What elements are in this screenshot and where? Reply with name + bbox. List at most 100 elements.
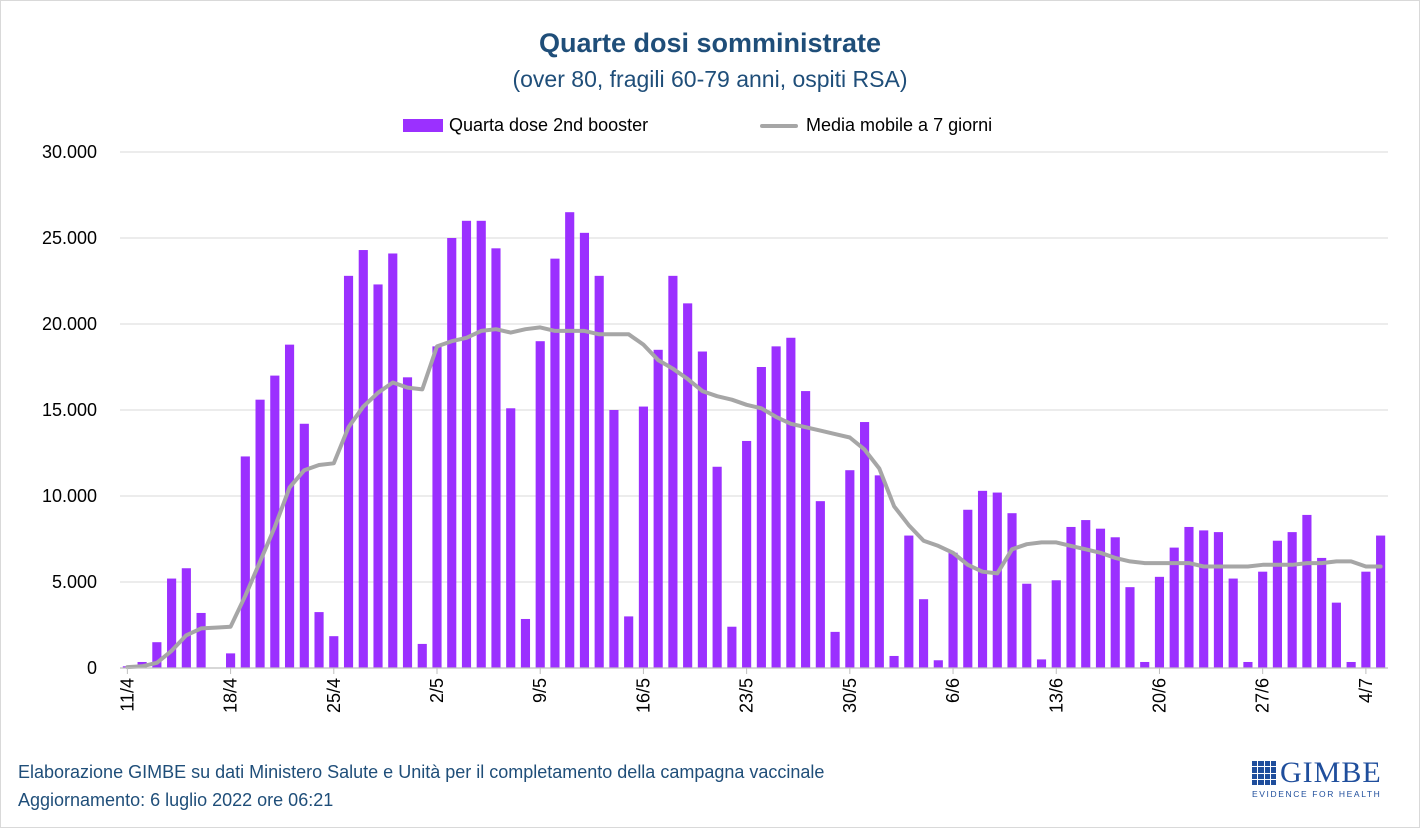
bar [830,631,840,668]
bar [1036,659,1047,668]
bar [1302,514,1312,668]
bar [196,612,206,668]
bar [535,341,545,668]
bar [638,406,648,668]
x-tick-label: 23/5 [737,678,757,713]
legend-item-line: Media mobile a 7 giorni [760,115,992,136]
bar [579,232,590,668]
bar [1125,587,1135,668]
x-tick-label: 27/6 [1253,678,1273,713]
bar [402,377,413,668]
bar [550,258,560,668]
x-tick-label: 2/5 [427,678,447,703]
bar [845,470,855,668]
logo-grid-icon [1252,761,1276,785]
bar [653,349,663,668]
x-axis: 11/4 18/4 25/4 2/5 9/5 16/5 23/5 30/5 6/6 13/6 20/… [117,667,1388,713]
y-tick-label: 10.000 [42,486,97,506]
bar [712,466,722,668]
bar [152,642,162,668]
logo-tagline: EVIDENCE FOR HEALTH [1252,789,1382,799]
bar [963,509,973,668]
bar [388,253,398,669]
bar [358,250,368,669]
gimbe-logo: GIMBE EVIDENCE FOR HEALTH [1252,756,1392,804]
y-axis-labels: 0 5.000 10.000 15.000 20.000 25.000 30.000 [42,142,97,678]
y-tick-label: 20.000 [42,314,97,334]
x-tick-label: 20/6 [1149,678,1169,713]
bar [889,655,899,668]
bar [1066,526,1076,668]
bar [1228,578,1238,668]
bar [1007,513,1017,668]
bar [343,275,354,668]
bar [786,337,796,668]
y-tick-label: 0 [87,658,97,678]
bar [314,612,324,668]
bar [1361,571,1371,668]
bar [181,568,191,668]
bar [624,616,634,668]
bar [992,492,1002,668]
bar [432,346,442,668]
bar [801,391,811,668]
chart-title: Quarte dosi somministrate [538,28,882,58]
bar [476,220,486,669]
bar [1272,540,1282,668]
bar [1258,571,1268,668]
bar [1287,532,1297,668]
x-tick-label: 30/5 [840,678,860,713]
legend-label-line: Media mobile a 7 giorni [806,115,993,135]
bar [594,275,604,668]
bar [1243,661,1253,668]
bar [683,303,693,668]
x-tick-label: 13/6 [1046,678,1066,713]
y-tick-label: 5.000 [52,572,97,592]
legend-item-bars: Quarta dose 2nd booster [403,115,648,136]
legend-swatch-line [760,123,798,128]
legend-label-bars: Quarta dose 2nd booster [449,115,649,135]
bar [1346,661,1356,668]
bar [1081,520,1091,668]
bar [299,423,309,668]
bar [417,643,427,668]
bar [918,599,929,668]
bar [815,501,825,668]
bar [1184,526,1194,668]
bar [1110,537,1120,668]
x-tick-label: 16/5 [633,678,653,713]
bar [1095,528,1106,668]
x-tick-label: 6/6 [943,678,963,703]
bar [697,351,707,668]
bar [933,660,943,668]
y-tick-label: 15.000 [42,400,97,420]
moving-average-series [125,325,1383,670]
bar [874,475,884,668]
bar [948,552,958,668]
bar [167,578,177,668]
x-tick-label: 9/5 [530,678,550,703]
x-tick-label: 25/4 [324,678,344,713]
x-tick-label: 4/7 [1356,678,1376,703]
y-tick-label: 25.000 [42,228,97,248]
bar [1051,580,1061,668]
bar [520,618,531,668]
x-tick-label: 18/4 [221,678,241,713]
bar [447,238,457,668]
bar [609,410,619,668]
bar [1140,661,1150,668]
bar [491,248,501,668]
bar [255,399,265,668]
bar [284,344,295,668]
bar [977,490,988,668]
bar [1022,583,1032,668]
bar [1331,602,1341,668]
logo-wordmark: GIMBE [1280,756,1382,789]
bar [904,535,914,668]
footer-updated: Aggiornamento: 6 luglio 2022 ore 06:21 [18,790,334,810]
bar-series [122,212,1386,669]
bar [1376,535,1386,668]
chart-legend: Quarta dose 2nd booster Media mobile a 7… [0,115,1420,141]
bar [226,653,236,668]
